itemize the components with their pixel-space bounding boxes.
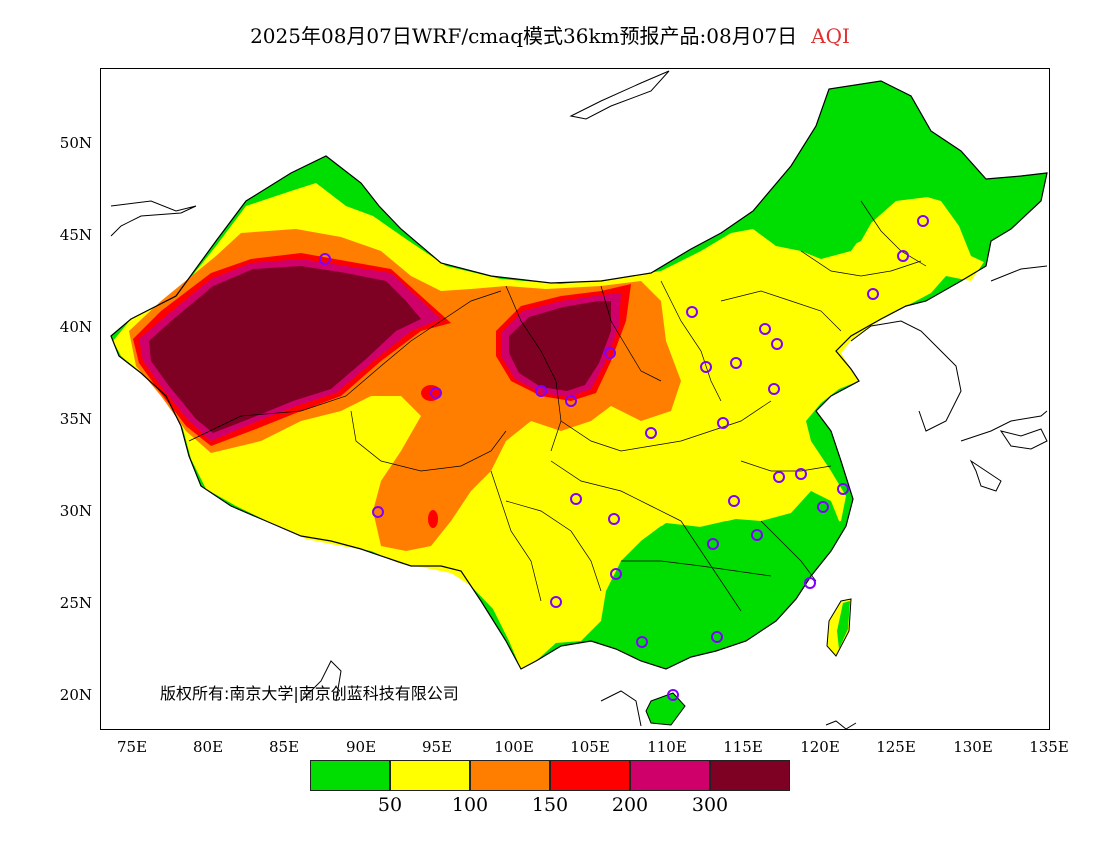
station-marker [550, 596, 562, 608]
island-taiwan-green [837, 601, 850, 649]
lon-label-80e: 80E [192, 738, 224, 756]
station-marker [768, 383, 780, 395]
region-hazardous [149, 266, 611, 433]
lon-label-130e: 130E [953, 738, 993, 756]
island-hainan [645, 692, 686, 726]
lon-label-110e: 110E [647, 738, 687, 756]
lat-label-30n: 30N [59, 502, 92, 520]
station-marker [707, 538, 719, 550]
station-marker [795, 468, 807, 480]
region-good-northeast [761, 81, 1047, 263]
lat-label-50n: 50N [59, 134, 92, 152]
legend-label-200: 200 [611, 794, 649, 816]
station-marker [565, 395, 577, 407]
station-marker [771, 338, 783, 350]
station-marker [917, 215, 929, 227]
legend-swatch-very-unhealthy [630, 760, 710, 791]
station-marker [636, 636, 648, 648]
lon-label-90e: 90E [345, 738, 377, 756]
station-marker [897, 250, 909, 262]
station-marker [610, 568, 622, 580]
lon-label-95e: 95E [421, 738, 453, 756]
lon-label-100e: 100E [494, 738, 534, 756]
lon-label-125e: 125E [876, 738, 916, 756]
map-title: 2025年08月07日WRF/cmaq模式36km预报产品:08月07日 AQI [0, 20, 1100, 49]
station-marker [700, 361, 712, 373]
station-marker [711, 631, 723, 643]
station-marker [751, 529, 763, 541]
lat-label-25n: 25N [59, 594, 92, 612]
legend-swatch-sensitive [470, 760, 550, 791]
lon-label-120e: 120E [800, 738, 840, 756]
station-marker [804, 577, 816, 589]
legend-swatch-moderate [390, 760, 470, 791]
legend-label-100: 100 [451, 794, 489, 816]
aqi-map [110, 70, 1048, 729]
lon-label-135e: 135E [1029, 738, 1069, 756]
lon-label-105e: 105E [570, 738, 610, 756]
legend-label-50: 50 [377, 794, 403, 816]
station-marker [570, 493, 582, 505]
legend-label-150: 150 [531, 794, 569, 816]
station-marker [773, 471, 785, 483]
lon-label-75e: 75E [116, 738, 148, 756]
legend-swatch-hazardous [710, 760, 790, 791]
station-marker [686, 306, 698, 318]
station-markers [319, 215, 929, 701]
lat-label-20n: 20N [59, 686, 92, 704]
station-marker [430, 387, 442, 399]
station-marker [604, 347, 616, 359]
province-borders [188, 200, 927, 612]
legend-swatch-unhealthy [550, 760, 630, 791]
station-marker [608, 513, 620, 525]
station-marker [817, 501, 829, 513]
station-marker [645, 427, 657, 439]
lat-label-40n: 40N [59, 318, 92, 336]
station-marker [728, 495, 740, 507]
station-marker [717, 417, 729, 429]
station-marker [535, 385, 547, 397]
station-marker [867, 288, 879, 300]
coastlines [110, 70, 1048, 729]
legend-swatch-good [310, 760, 390, 791]
country-border [110, 80, 1048, 670]
legend-label-300: 300 [691, 794, 729, 816]
lon-label-85e: 85E [268, 738, 300, 756]
station-marker [319, 253, 331, 265]
title-main: 2025年08月07日WRF/cmaq模式36km预报产品:08月07日 [250, 24, 798, 48]
station-marker [759, 323, 771, 335]
lat-label-35n: 35N [59, 410, 92, 428]
copyright-text: 版权所有:南京大学|南京创蓝科技有限公司 [160, 684, 459, 703]
station-marker [372, 506, 384, 518]
lat-label-45n: 45N [59, 226, 92, 244]
map-frame [100, 68, 1050, 730]
station-marker [667, 689, 679, 701]
spot-unhealthy [428, 510, 438, 528]
title-variable: AQI [811, 24, 850, 48]
station-marker [837, 483, 849, 495]
lon-label-115e: 115E [723, 738, 763, 756]
station-marker [730, 357, 742, 369]
